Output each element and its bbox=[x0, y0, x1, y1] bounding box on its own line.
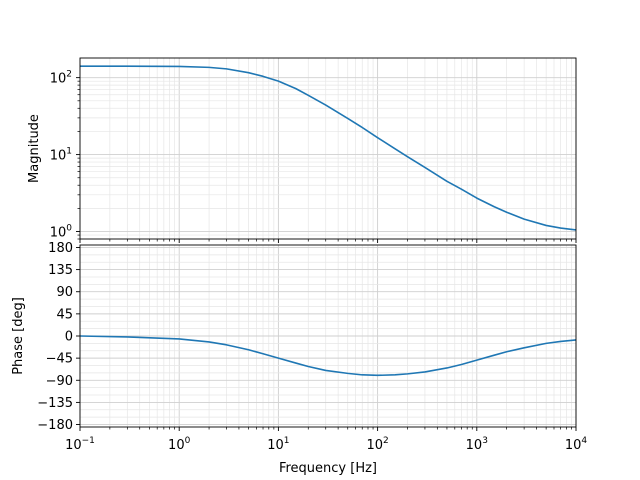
x-tick-label-exponent: 2 bbox=[383, 436, 389, 446]
y-tick-label: 101 bbox=[50, 147, 72, 164]
series-line-0 bbox=[79, 335, 577, 377]
x-tick-label: 103 bbox=[466, 436, 488, 453]
x-tick-label: 100 bbox=[168, 436, 191, 453]
y-tick-label: 135 bbox=[48, 263, 73, 278]
y-tick-label: 45 bbox=[56, 307, 73, 322]
x-tick-label-exponent: 1 bbox=[284, 436, 290, 446]
x-tick-label-exponent: 0 bbox=[185, 436, 191, 446]
x-tick-label-base: 10 bbox=[366, 438, 383, 453]
ticks bbox=[76, 247, 577, 431]
x-tick-label-base: 10 bbox=[565, 438, 582, 453]
x-tick-label-exponent: −1 bbox=[82, 436, 95, 446]
grid bbox=[79, 58, 577, 240]
y-tick-label-exponent: 2 bbox=[66, 70, 72, 80]
ticks bbox=[76, 77, 577, 243]
y-tick-label-base: 10 bbox=[50, 72, 67, 87]
y-tick-label: 180 bbox=[48, 241, 73, 256]
grid bbox=[79, 245, 577, 427]
y-axis-title: Magnitude bbox=[27, 114, 42, 183]
y-tick-label: −135 bbox=[37, 396, 73, 411]
y-tick-label: 102 bbox=[50, 70, 72, 87]
plot-area bbox=[80, 58, 576, 239]
x-tick-label: 10−1 bbox=[65, 436, 95, 453]
x-tick-label-base: 10 bbox=[65, 438, 82, 453]
y-tick-label: −90 bbox=[46, 374, 73, 389]
y-tick-label: 0 bbox=[65, 330, 73, 345]
y-axis-title: Phase [deg] bbox=[11, 297, 26, 375]
x-tick-label-base: 10 bbox=[267, 438, 284, 453]
x-tick-label: 101 bbox=[267, 436, 289, 453]
x-tick-label-exponent: 4 bbox=[581, 436, 587, 446]
plot-frame bbox=[79, 57, 577, 240]
y-tick-label-exponent: 1 bbox=[66, 147, 72, 157]
x-tick-label: 102 bbox=[366, 436, 388, 453]
x-axis-title: Frequency [Hz] bbox=[279, 461, 377, 476]
series-line-0 bbox=[80, 65, 577, 231]
y-tick-label-base: 10 bbox=[50, 226, 67, 241]
y-tick-label: −45 bbox=[46, 352, 73, 367]
x-tick-label: 104 bbox=[565, 436, 588, 453]
y-tick-label-exponent: 0 bbox=[66, 224, 72, 234]
y-tick-label: 90 bbox=[56, 285, 73, 300]
y-tick-label: −180 bbox=[37, 418, 73, 433]
x-tick-label-base: 10 bbox=[466, 438, 483, 453]
x-tick-label-exponent: 3 bbox=[482, 436, 488, 446]
y-tick-label-base: 10 bbox=[50, 149, 67, 164]
y-tick-label: 100 bbox=[50, 224, 73, 241]
x-tick-label-base: 10 bbox=[168, 438, 185, 453]
